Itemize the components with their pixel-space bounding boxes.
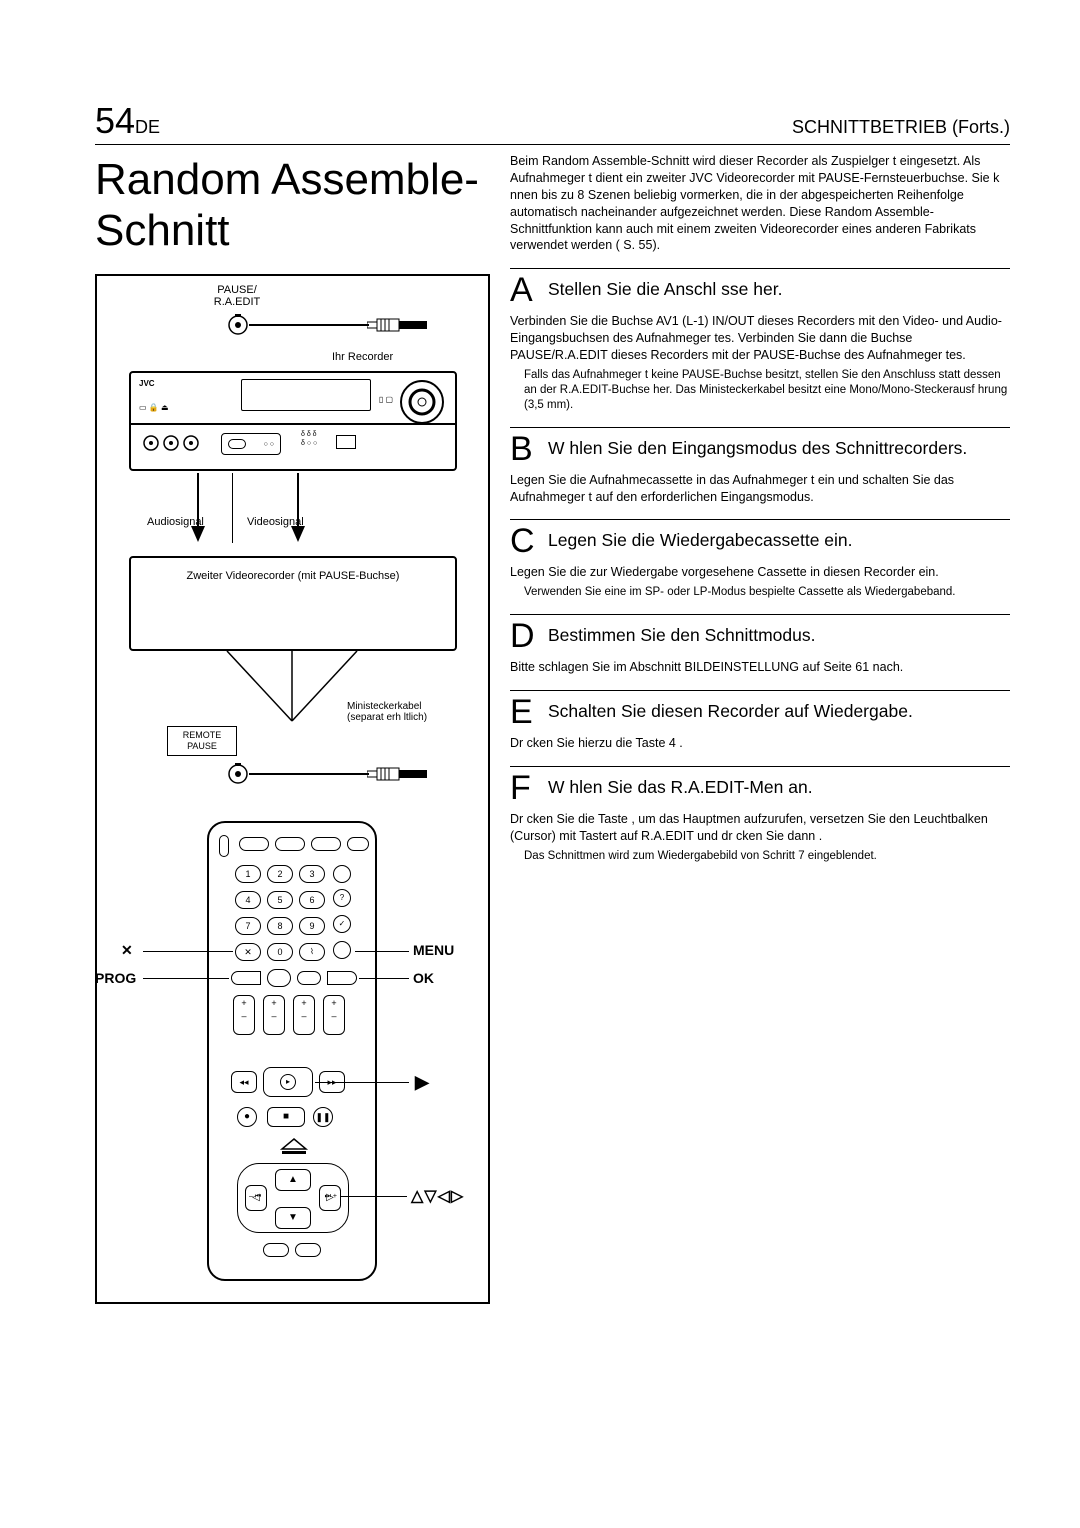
remote-control: 1 2 3 4 5 6 ? 7 8 9 ✓ ✕ 0 ⌇ xyxy=(207,821,377,1281)
av-jacks-icon xyxy=(141,433,201,453)
your-recorder-label: Ihr Recorder xyxy=(332,351,393,363)
step-title: W hlen Sie den Eingangsmodus des Schnitt… xyxy=(548,432,967,460)
step-body: Legen Sie die zur Wiedergabe vorgesehene… xyxy=(510,564,1010,581)
step-head: D Bestimmen Sie den Schnittmodus. xyxy=(510,614,1010,653)
step-body: Verbinden Sie die Buchse AV1 (L-1) IN/OU… xyxy=(510,313,1010,364)
step-title: W hlen Sie das R.A.EDIT-Men an. xyxy=(548,771,813,799)
page-title: Random Assemble-Schnitt xyxy=(95,155,490,256)
play-key-label: ▶ xyxy=(415,1072,429,1093)
step-note: Verwenden Sie eine im SP- oder LP-Modus … xyxy=(510,585,1010,600)
section-title: SCHNITTBETRIEB (Forts.) xyxy=(792,117,1010,138)
step-head: C Legen Sie die Wiedergabecassette ein. xyxy=(510,519,1010,558)
prog-key-label: PROG xyxy=(95,970,136,986)
step-letter: E xyxy=(510,695,538,729)
menu-key-label: MENU xyxy=(413,942,454,958)
eject-icon xyxy=(274,1137,314,1157)
step-body: Dr cken Sie die Taste , um das Hauptmen … xyxy=(510,811,1010,845)
ok-key-label: OK xyxy=(413,970,434,986)
vcr-top: JVC ▭ 🔒 ⏏ ▯ ▢ ○ ○ δ δ xyxy=(129,371,457,471)
audio-label: Audiosignal xyxy=(147,516,204,528)
page-header: 54DE SCHNITTBETRIEB (Forts.) xyxy=(95,100,1010,145)
jack-top-icon xyxy=(227,314,249,336)
step-a: A Stellen Sie die Anschl sse her. Verbinde… xyxy=(510,268,1010,412)
intro-text: Beim Random Assemble-Schnitt wird dieser… xyxy=(510,153,1010,254)
step-head: F W hlen Sie das R.A.EDIT-Men an. xyxy=(510,766,1010,805)
step-b: B W hlen Sie den Eingangsmodus des Schnit… xyxy=(510,427,1010,506)
remote-pause-label: REMOTE PAUSE xyxy=(167,726,237,756)
step-letter: D xyxy=(510,619,538,653)
jog-dial-icon xyxy=(399,379,445,425)
left-column: Random Assemble-Schnitt PAUSE/ R.A.EDIT … xyxy=(95,153,490,1304)
step-body: Bitte schlagen Sie im Abschnitt BILDEINS… xyxy=(510,659,1010,676)
step-title: Schalten Sie diesen Recorder auf Wiederg… xyxy=(548,695,913,723)
step-letter: C xyxy=(510,524,538,558)
connection-diagram: PAUSE/ R.A.EDIT Ihr Recorder JVC ▭ 🔒 ⏏ ▯… xyxy=(95,274,490,1304)
page-number: 54DE xyxy=(95,100,160,142)
step-head: E Schalten Sie diesen Recorder auf Wieder… xyxy=(510,690,1010,729)
jack-bottom-icon xyxy=(227,763,249,785)
vcr-second: Zweiter Videorecorder (mit PAUSE-Buchse) xyxy=(129,556,457,651)
step-head: A Stellen Sie die Anschl sse her. xyxy=(510,268,1010,307)
step-body: Dr cken Sie hierzu die Taste 4 . xyxy=(510,735,1010,752)
step-letter: F xyxy=(510,771,538,805)
step-note: Falls das Aufnahmeger t keine PAUSE-Buch… xyxy=(510,368,1010,413)
step-c: C Legen Sie die Wiedergabecassette ein. Le… xyxy=(510,519,1010,600)
step-e: E Schalten Sie diesen Recorder auf Wieder… xyxy=(510,690,1010,752)
mini-cable-label: Ministeckerkabel (separat erh ltlich) xyxy=(347,701,427,723)
step-title: Stellen Sie die Anschl sse her. xyxy=(548,273,782,301)
step-letter: B xyxy=(510,432,538,466)
step-title: Bestimmen Sie den Schnittmodus. xyxy=(548,619,816,647)
nav-key-label: △▽◁▷ xyxy=(411,1186,464,1206)
pause-raedit-label: PAUSE/ R.A.EDIT xyxy=(202,284,272,308)
cancel-key-label: ✕ xyxy=(121,942,133,959)
step-title: Legen Sie die Wiedergabecassette ein. xyxy=(548,524,853,552)
page-lang: DE xyxy=(135,117,160,137)
step-note: Das Schnittmen wird zum Wiedergabebild v… xyxy=(510,849,1010,864)
plug-top-icon xyxy=(367,316,427,334)
second-vcr-label: Zweiter Videorecorder (mit PAUSE-Buchse) xyxy=(131,570,455,582)
step-f: F W hlen Sie das R.A.EDIT-Men an. Dr cken … xyxy=(510,766,1010,864)
page-number-value: 54 xyxy=(95,100,135,141)
video-label: Videosignal xyxy=(247,516,304,528)
step-head: B W hlen Sie den Eingangsmodus des Schnit… xyxy=(510,427,1010,466)
right-column: Beim Random Assemble-Schnitt wird dieser… xyxy=(510,153,1010,1304)
plug-bottom-icon xyxy=(367,765,427,783)
step-letter: A xyxy=(510,273,538,307)
step-d: D Bestimmen Sie den Schnittmodus. Bitte sc… xyxy=(510,614,1010,676)
step-body: Legen Sie die Aufnahmecassette in das Au… xyxy=(510,472,1010,506)
